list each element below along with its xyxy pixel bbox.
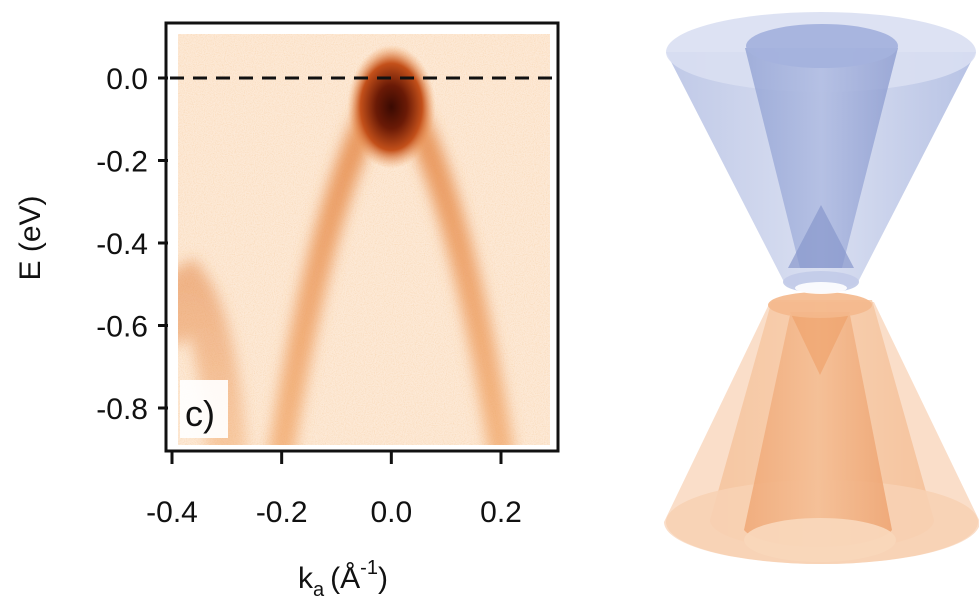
arpes-panel: 0.0 -0.2 -0.4 -0.6 -0.8 -0.4 -0.2 0.0 0.2 c) E …: [14, 21, 560, 601]
y-tick-label: -0.8: [96, 393, 148, 426]
y-axis-title: E (eV): [14, 195, 47, 280]
upper-cone: [666, 12, 976, 294]
x-axis-title-exponent: -1: [360, 557, 378, 579]
panel-label-box: [180, 380, 228, 438]
x-tick-label: 0.0: [370, 496, 412, 529]
upper-cone-gap-highlight: [795, 282, 847, 294]
x-axis-title-unit: Å: [340, 562, 360, 595]
x-axis-title-paren-close: ): [378, 562, 388, 595]
y-tick-label: -0.6: [96, 311, 148, 344]
panel-label: c): [185, 393, 215, 434]
lower-cone-top: [768, 292, 872, 318]
intensity-peak: [347, 44, 436, 169]
upper-cone-inner-rim: [746, 24, 898, 68]
x-axis: -0.4 -0.2 0.0 0.2: [146, 451, 522, 529]
x-axis-title-main: k: [298, 562, 314, 595]
dirac-cone-schematic: [664, 12, 979, 564]
x-axis-title: ka (Å-1): [298, 557, 388, 601]
y-tick-label: -0.4: [96, 228, 148, 261]
x-tick-label: -0.2: [256, 496, 308, 529]
lower-cone-crossing: [790, 312, 850, 375]
x-tick-label: 0.2: [480, 496, 522, 529]
upper-cone-crossing: [788, 205, 854, 268]
upper-cone-inner: [745, 48, 898, 268]
y-tick-label: -0.2: [96, 146, 148, 179]
x-tick-label: -0.4: [146, 496, 198, 529]
lower-cone-inner: [744, 315, 892, 547]
lower-cone: [664, 292, 979, 564]
y-axis: 0.0 -0.2 -0.4 -0.6 -0.8: [96, 63, 168, 426]
y-tick-label: 0.0: [106, 63, 148, 96]
x-axis-title-paren-open: (: [330, 562, 340, 595]
plot-frame: [164, 21, 560, 453]
heatmap-image: [178, 34, 550, 445]
lower-cone-rim: [744, 518, 896, 562]
x-axis-title-sub: a: [313, 579, 325, 601]
